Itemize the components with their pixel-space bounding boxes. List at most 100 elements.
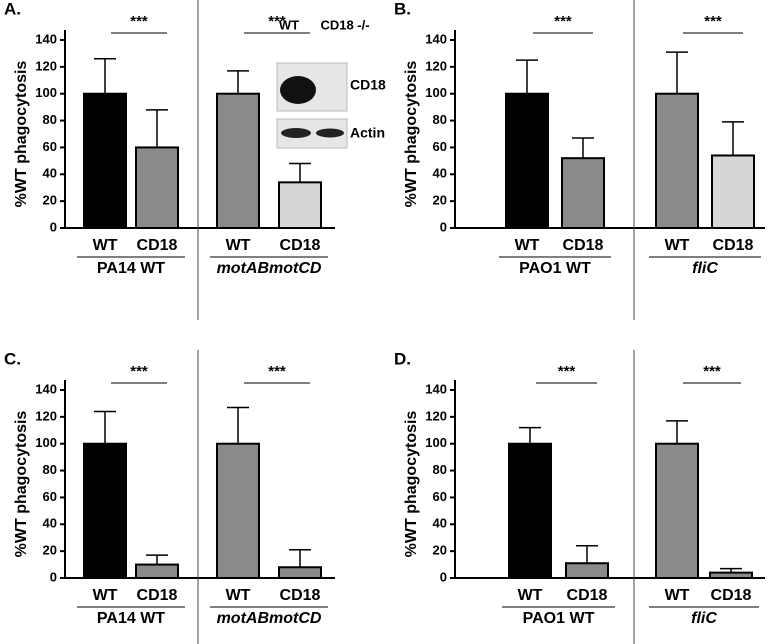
bar <box>655 92 699 230</box>
y-tick-label: 60 <box>433 489 447 504</box>
x-tick-label: WT <box>93 237 118 254</box>
x-tick-label: WT <box>515 237 540 254</box>
significance-label: *** <box>704 13 722 30</box>
x-tick-label: CD18 <box>711 587 752 604</box>
blot-row-label: CD18 <box>350 77 386 93</box>
blot-band <box>281 128 311 138</box>
y-tick-label: 120 <box>35 58 57 73</box>
bar <box>83 92 127 230</box>
group-label: motABmotCD <box>217 610 322 627</box>
x-tick-label: CD18 <box>280 237 321 254</box>
panel-label: C. <box>4 349 21 368</box>
bar <box>278 181 322 229</box>
y-tick-label: 140 <box>425 381 447 396</box>
y-tick-label: 80 <box>43 462 57 477</box>
group-label: PA14 WT <box>97 260 165 277</box>
bar <box>216 442 260 580</box>
y-tick-label: 40 <box>43 166 57 181</box>
y-axis-label: %WT phagocytosis <box>403 411 420 558</box>
y-tick-label: 140 <box>35 381 57 396</box>
bar <box>711 154 755 229</box>
y-axis-label: %WT phagocytosis <box>13 61 30 208</box>
y-tick-label: 0 <box>440 569 447 584</box>
bar <box>135 563 179 579</box>
y-axis-label: %WT phagocytosis <box>403 61 420 208</box>
y-tick-label: 80 <box>43 112 57 127</box>
x-tick-label: CD18 <box>137 587 178 604</box>
group-label: fliC <box>692 260 718 277</box>
chart-panel: D. %WT phagocytosis 0 20 40 60 80 100 120 140 WT CD… <box>394 349 765 644</box>
y-axis-label: %WT phagocytosis <box>13 411 30 558</box>
group-label: motABmotCD <box>217 260 322 277</box>
significance-label: *** <box>703 363 721 380</box>
blot-row-label: Actin <box>350 125 385 141</box>
blot-lane-label: WT <box>279 17 299 32</box>
significance-label: *** <box>558 363 576 380</box>
bar <box>561 157 605 230</box>
x-tick-label: WT <box>226 587 251 604</box>
x-tick-label: WT <box>665 587 690 604</box>
y-tick-label: 20 <box>433 193 447 208</box>
group-label: PAO1 WT <box>519 260 591 277</box>
y-tick-label: 80 <box>433 112 447 127</box>
y-tick-label: 20 <box>43 543 57 558</box>
significance-label: *** <box>130 13 148 30</box>
x-tick-label: WT <box>93 587 118 604</box>
y-tick-label: 140 <box>35 31 57 46</box>
y-tick-label: 20 <box>433 543 447 558</box>
bar <box>83 442 127 580</box>
y-tick-label: 20 <box>43 193 57 208</box>
y-tick-label: 100 <box>35 85 57 100</box>
y-tick-label: 140 <box>425 31 447 46</box>
panel-label: D. <box>394 349 411 368</box>
y-tick-label: 0 <box>50 219 57 234</box>
significance-label: *** <box>130 363 148 380</box>
y-tick-label: 40 <box>433 166 447 181</box>
y-tick-label: 80 <box>433 462 447 477</box>
y-tick-label: 60 <box>43 139 57 154</box>
y-tick-label: 100 <box>425 435 447 450</box>
chart-panel: B. %WT phagocytosis 0 20 40 60 80 100 120 140 WT CD… <box>394 0 765 320</box>
bar <box>505 92 549 230</box>
x-tick-label: CD18 <box>713 237 754 254</box>
group-label: PA14 WT <box>97 610 165 627</box>
x-tick-label: CD18 <box>567 587 608 604</box>
blot-band <box>280 76 316 104</box>
y-tick-label: 120 <box>425 58 447 73</box>
bar <box>565 562 609 580</box>
significance-label: *** <box>554 13 572 30</box>
blot-band <box>316 128 344 138</box>
chart-panel: A. %WT phagocytosis 0 20 40 60 80 100 120 140 WT CD… <box>4 0 386 320</box>
group-label: PAO1 WT <box>523 610 595 627</box>
panel-label: B. <box>394 0 411 18</box>
chart-panel: C. %WT phagocytosis 0 20 40 60 80 100 120 140 WT CD… <box>4 349 335 644</box>
y-tick-label: 60 <box>43 489 57 504</box>
y-tick-label: 40 <box>43 516 57 531</box>
x-tick-label: WT <box>226 237 251 254</box>
y-tick-label: 40 <box>433 516 447 531</box>
y-tick-label: 100 <box>35 435 57 450</box>
x-tick-label: WT <box>665 237 690 254</box>
panel-label: A. <box>4 0 21 18</box>
bar <box>216 92 260 230</box>
y-tick-label: 120 <box>35 408 57 423</box>
y-tick-label: 0 <box>440 219 447 234</box>
y-tick-label: 100 <box>425 85 447 100</box>
x-tick-label: CD18 <box>137 237 178 254</box>
x-tick-label: CD18 <box>563 237 604 254</box>
bar <box>135 146 179 229</box>
bar <box>655 442 699 580</box>
significance-label: *** <box>268 363 286 380</box>
blot-lane-label: CD18 -/- <box>320 17 369 32</box>
bar <box>508 442 552 580</box>
bar <box>709 571 753 579</box>
bar <box>278 566 322 579</box>
x-tick-label: WT <box>518 587 543 604</box>
x-tick-label: CD18 <box>280 587 321 604</box>
y-tick-label: 0 <box>50 569 57 584</box>
significance-label: *** <box>268 13 286 30</box>
y-tick-label: 60 <box>433 139 447 154</box>
y-tick-label: 120 <box>425 408 447 423</box>
group-label: fliC <box>691 610 717 627</box>
